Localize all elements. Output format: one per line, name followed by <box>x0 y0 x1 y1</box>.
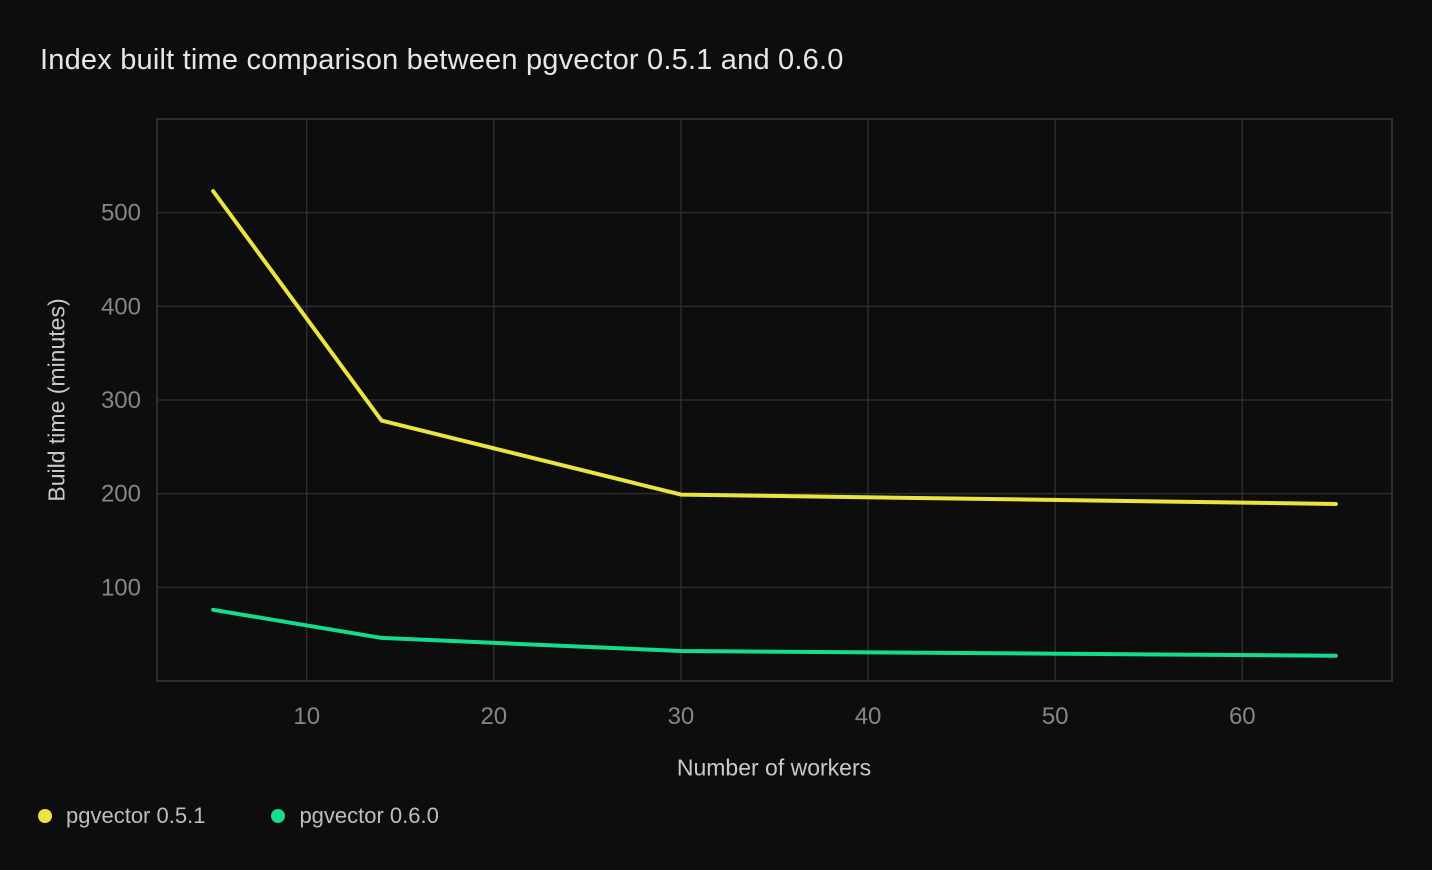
x-tick-label: 30 <box>668 703 695 730</box>
x-axis-label: Number of workers <box>676 754 872 781</box>
y-axis-label: Build time (minutes) <box>43 298 70 502</box>
y-tick-label: 500 <box>101 200 141 227</box>
y-tick-label: 100 <box>101 574 141 601</box>
legend: pgvector 0.5.1 pgvector 0.6.0 <box>38 803 439 829</box>
legend-swatch-icon <box>38 809 52 823</box>
plot-border <box>156 118 1393 682</box>
x-tick-label: 10 <box>293 703 320 730</box>
legend-swatch-icon <box>271 809 286 823</box>
chart-title: Index built time comparison between pgve… <box>40 44 844 76</box>
x-tick-label: 60 <box>1229 703 1256 730</box>
y-tick-label: 300 <box>101 387 141 414</box>
series-line-pgvector-0.5.1 <box>211 189 1338 506</box>
y-tick-label: 200 <box>101 481 141 508</box>
legend-item-pgvector-0.6.0: pgvector 0.6.0 <box>271 803 439 829</box>
legend-item-pgvector-0.5.1: pgvector 0.5.1 <box>38 803 205 829</box>
x-tick-label: 40 <box>855 703 882 730</box>
legend-label: pgvector 0.6.0 <box>299 803 439 828</box>
legend-label: pgvector 0.5.1 <box>66 803 206 828</box>
x-tick-label: 20 <box>480 703 507 730</box>
y-tick-label: 400 <box>101 293 141 320</box>
x-tick-label: 50 <box>1042 703 1069 730</box>
series-line-pgvector-0.6.0 <box>211 607 1338 658</box>
